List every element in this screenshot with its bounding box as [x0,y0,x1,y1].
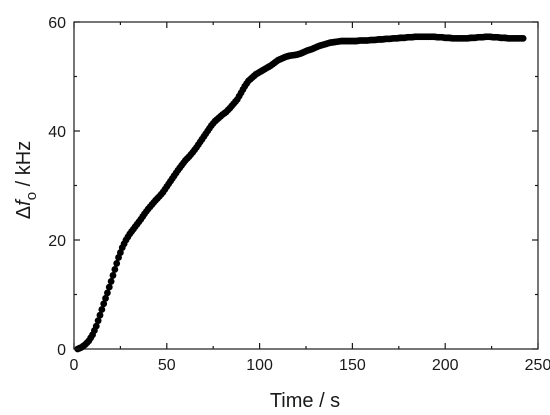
y-label-symbol: f [13,198,35,206]
y-tick-label: 0 [57,342,66,359]
axis-ticks: 0 50 100 150 200 250 0 20 40 60 [48,15,550,374]
y-tick-label: 60 [48,15,66,32]
x-tick-label: 50 [158,357,176,374]
x-tick-label: 150 [339,357,366,374]
data-point [104,289,111,297]
y-label-unit: / kHz [13,141,35,192]
y-label-subscript: o [23,192,40,200]
y-tick-label: 40 [48,124,66,141]
y-axis-label: Δfo / kHz [13,141,40,219]
x-axis-label: Time / s [270,390,340,412]
x-tick-label: 100 [246,357,273,374]
data-point-fill [98,306,106,313]
axis-labels: Time / s Δfo / kHz [13,141,340,412]
y-label-delta: Δ [13,206,35,219]
data-point [100,300,108,308]
y-tick-label: 20 [48,233,66,250]
x-tick-label: 250 [525,357,550,374]
data-point-fill [94,317,102,325]
data-series [74,33,527,353]
data-point [96,311,104,319]
x-tick-label: 200 [432,357,459,374]
data-point-fill [109,272,117,279]
data-point-fill [105,283,113,291]
data-point [107,278,115,285]
data-point [111,266,119,273]
data-point-fill [102,294,109,302]
data-point [92,322,100,330]
plot-frame [73,21,539,350]
x-tick-label: 0 [70,357,79,374]
data-point [519,34,527,42]
data-point-fill [113,260,121,267]
plot-border [73,21,539,350]
